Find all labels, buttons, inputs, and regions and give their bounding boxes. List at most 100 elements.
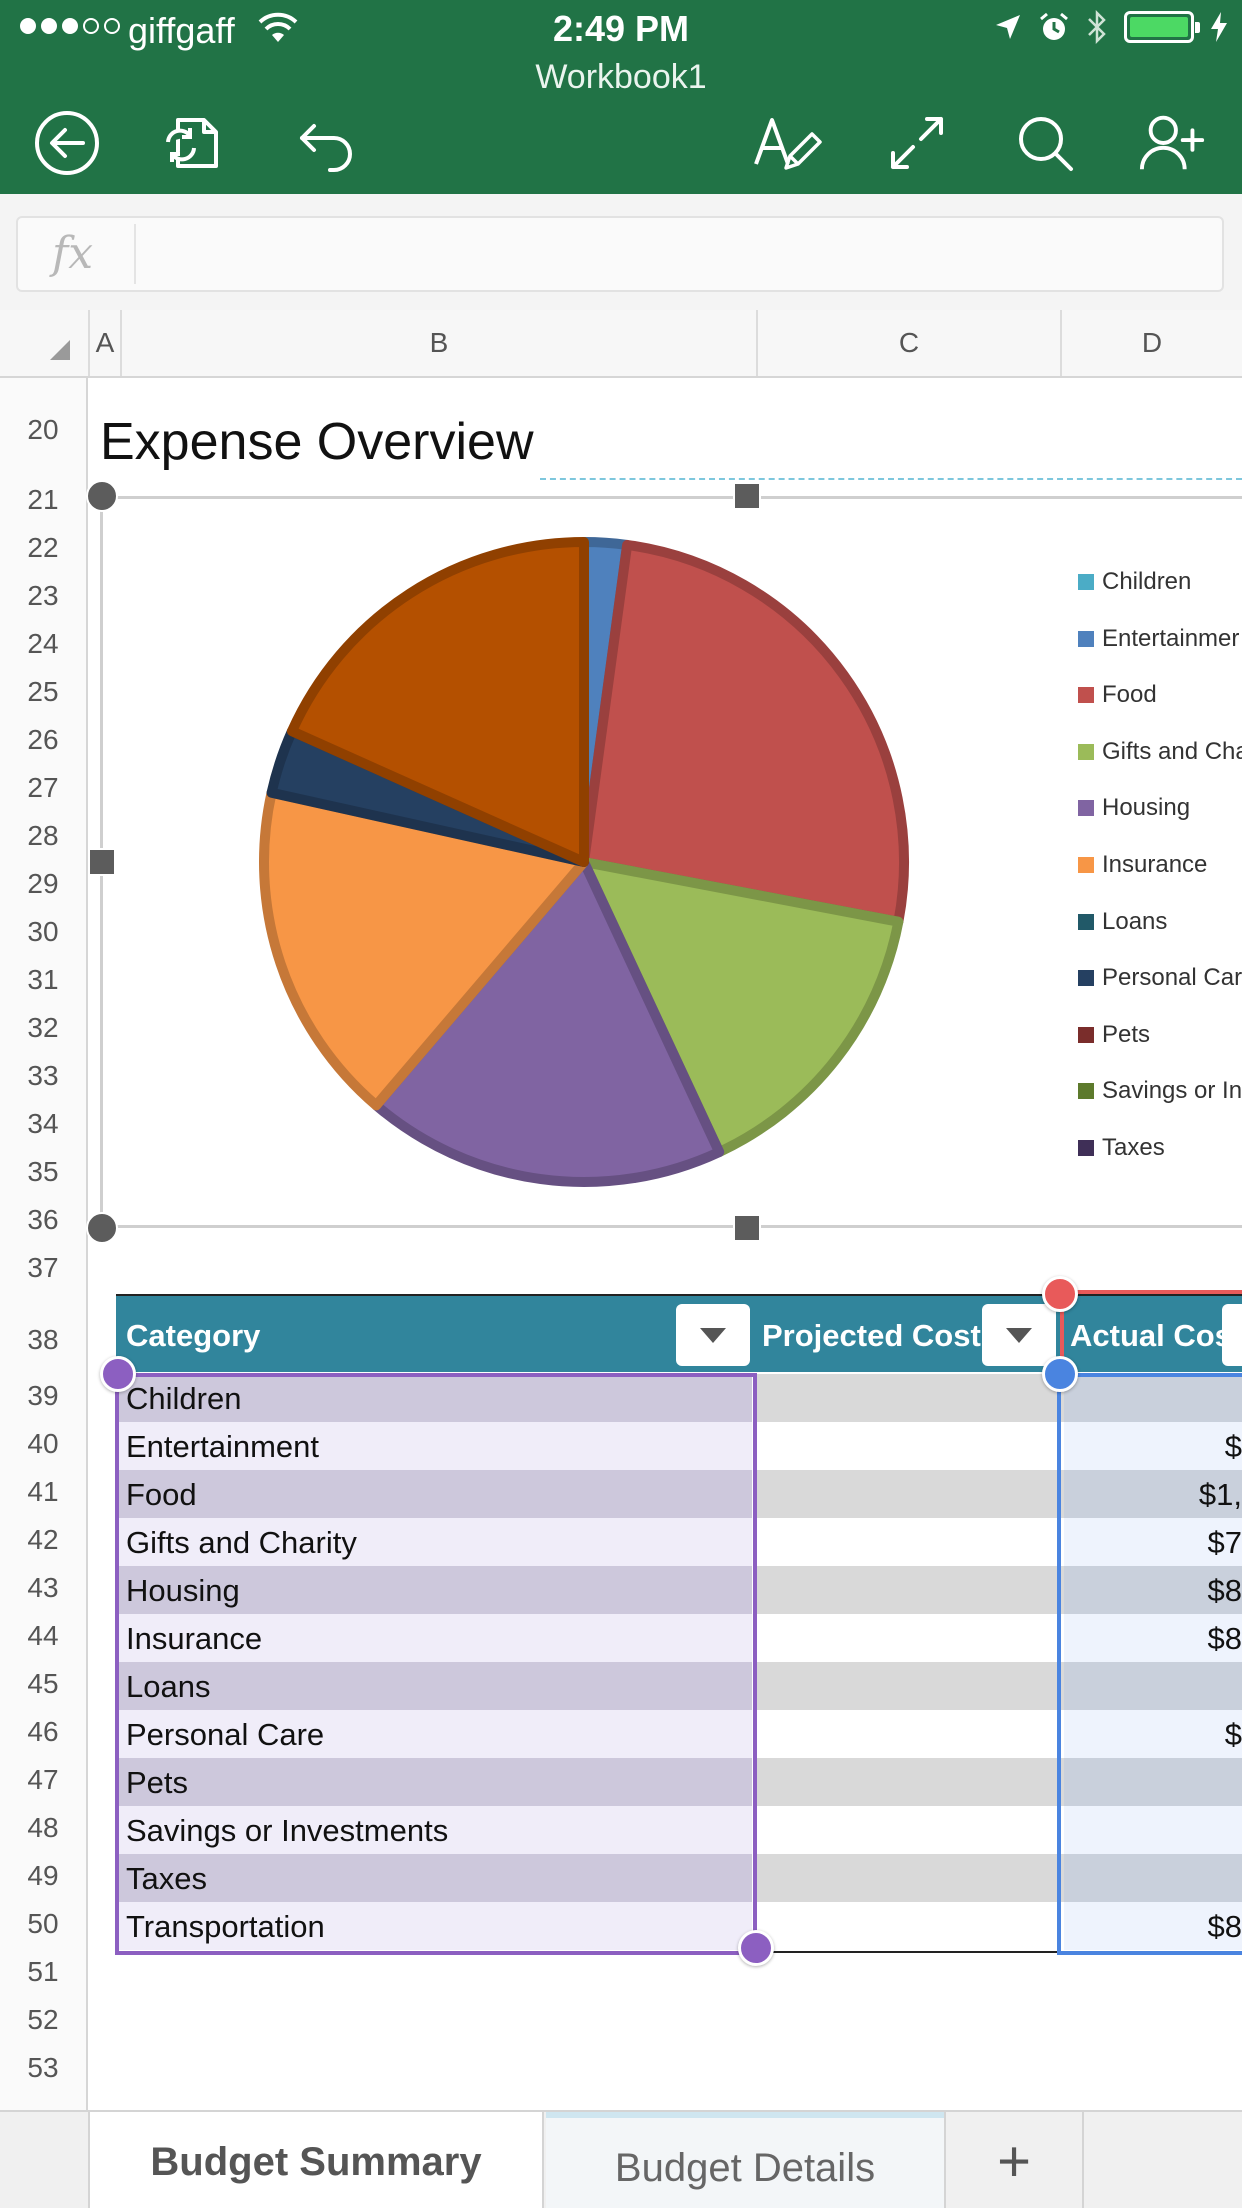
chart-resize-handle[interactable] — [733, 1214, 761, 1242]
cell-actual-cost[interactable]: $8 — [1064, 1566, 1242, 1614]
filter-dropdown-actual[interactable] — [1222, 1304, 1242, 1366]
table-row: Taxes$0 — [116, 1854, 1242, 1902]
row-number[interactable]: 27 — [27, 772, 59, 803]
cell-category[interactable]: Entertainment — [116, 1422, 752, 1470]
column-header: A B C D — [0, 310, 1242, 378]
cell-category[interactable]: Transportation — [116, 1902, 752, 1950]
format-button[interactable] — [752, 108, 822, 178]
back-button[interactable] — [32, 108, 102, 178]
row-number[interactable]: 43 — [27, 1572, 59, 1603]
row-number[interactable]: 24 — [27, 628, 59, 659]
row-number[interactable]: 35 — [27, 1156, 59, 1187]
row-number[interactable]: 44 — [27, 1620, 59, 1651]
undo-button[interactable] — [292, 108, 362, 178]
cell-category[interactable]: Gifts and Charity — [116, 1518, 752, 1566]
tab-budget-details[interactable]: Budget Details — [546, 2112, 944, 2208]
row-number[interactable]: 47 — [27, 1764, 59, 1795]
formula-bar[interactable]: fx — [16, 216, 1224, 292]
filter-dropdown-projected[interactable] — [982, 1304, 1056, 1366]
selection-handle-purple-bottom[interactable] — [738, 1930, 774, 1966]
row-number[interactable]: 39 — [27, 1380, 59, 1411]
row-number[interactable]: 33 — [27, 1060, 59, 1091]
row-number[interactable]: 41 — [27, 1476, 59, 1507]
fullscreen-button[interactable] — [882, 108, 952, 178]
alarm-icon — [1040, 12, 1068, 40]
cell-actual-cost[interactable]: $ — [1064, 1422, 1242, 1470]
pie-slice-insurance — [259, 787, 589, 1111]
legend-label: Entertainmer — [1102, 624, 1240, 652]
legend-label: Taxes — [1102, 1134, 1165, 1161]
row-number[interactable]: 46 — [27, 1716, 59, 1747]
cell-category[interactable]: Food — [116, 1470, 752, 1518]
cell-category[interactable]: Pets — [116, 1758, 752, 1806]
cell-actual-cost[interactable] — [1064, 1854, 1242, 1902]
row-number[interactable]: 28 — [27, 820, 59, 851]
chart-resize-handle[interactable] — [733, 482, 761, 510]
selection-handle-blue[interactable] — [1042, 1356, 1078, 1392]
row-number[interactable]: 52 — [27, 2004, 59, 2035]
cell-actual-cost[interactable] — [1064, 1374, 1242, 1422]
legend-label: Food — [1102, 681, 1157, 709]
cell-actual-cost[interactable] — [1064, 1662, 1242, 1710]
share-button[interactable] — [1138, 108, 1208, 178]
column-header-c[interactable]: C — [756, 310, 1060, 376]
charging-bolt-icon — [1211, 12, 1227, 42]
cell-category[interactable]: Children — [116, 1374, 752, 1422]
row-number[interactable]: 21 — [27, 484, 59, 515]
row-number[interactable]: 22 — [27, 532, 59, 563]
cell-actual-cost[interactable]: $7 — [1064, 1518, 1242, 1566]
cell-actual-cost[interactable] — [1064, 1758, 1242, 1806]
row-number[interactable]: 31 — [27, 964, 59, 995]
legend-swatch — [1078, 743, 1094, 760]
row-number[interactable]: 48 — [27, 1812, 59, 1843]
chart-resize-handle[interactable] — [88, 848, 116, 876]
row-number[interactable]: 50 — [27, 1908, 59, 1939]
column-header-b[interactable]: B — [120, 310, 756, 376]
row-number[interactable]: 20 — [27, 414, 59, 445]
chart-resize-handle[interactable] — [86, 1212, 118, 1244]
cell-actual-cost[interactable] — [1064, 1806, 1242, 1854]
select-all-corner[interactable] — [50, 340, 70, 360]
chart-resize-handle[interactable] — [86, 480, 118, 512]
cell-actual-cost[interactable]: $8 — [1064, 1614, 1242, 1662]
cell-actual-cost[interactable]: $1, — [1064, 1470, 1242, 1518]
file-sync-button[interactable] — [160, 108, 230, 178]
column-header-a[interactable]: A — [88, 310, 120, 376]
cell-category[interactable]: Insurance — [116, 1614, 752, 1662]
row-number[interactable]: 45 — [27, 1668, 59, 1699]
tab-budget-summary[interactable]: Budget Summary — [88, 2112, 544, 2208]
filter-dropdown-category[interactable] — [676, 1304, 750, 1366]
selection-handle-purple-top[interactable] — [100, 1356, 136, 1392]
cell-actual-cost[interactable]: $ — [1064, 1710, 1242, 1758]
legend-item: Insurance — [1078, 845, 1207, 885]
selection-handle-red[interactable] — [1042, 1276, 1078, 1312]
row-number[interactable]: 53 — [27, 2052, 59, 2083]
row-number[interactable]: 37 — [27, 1252, 59, 1283]
row-number[interactable]: 25 — [27, 676, 59, 707]
add-sheet-button[interactable]: + — [997, 2129, 1031, 2194]
cell-category[interactable]: Loans — [116, 1662, 752, 1710]
back-arrow-icon — [35, 111, 99, 175]
pie-slice-gifts-and-charity — [579, 857, 904, 1158]
search-button[interactable] — [1010, 108, 1080, 178]
cell-category[interactable]: Savings or Investments — [116, 1806, 752, 1854]
row-number[interactable]: 40 — [27, 1428, 59, 1459]
row-number[interactable]: 23 — [27, 580, 59, 611]
row-number[interactable]: 29 — [27, 868, 59, 899]
row-number[interactable]: 32 — [27, 1012, 59, 1043]
column-header-d[interactable]: D — [1060, 310, 1242, 376]
row-number[interactable]: 38 — [27, 1324, 59, 1355]
row-number[interactable]: 42 — [27, 1524, 59, 1555]
row-number[interactable]: 34 — [27, 1108, 59, 1139]
row-number[interactable]: 36 — [27, 1204, 59, 1235]
row-number[interactable]: 51 — [27, 1956, 59, 1987]
pie-chart[interactable] — [234, 512, 934, 1212]
cell-category[interactable]: Housing — [116, 1566, 752, 1614]
cell-category[interactable]: Personal Care — [116, 1710, 752, 1758]
table-row: Personal Care$150$ — [116, 1710, 1242, 1758]
row-number[interactable]: 49 — [27, 1860, 59, 1891]
row-number[interactable]: 26 — [27, 724, 59, 755]
cell-actual-cost[interactable]: $8 — [1064, 1902, 1242, 1950]
cell-category[interactable]: Taxes — [116, 1854, 752, 1902]
row-number[interactable]: 30 — [27, 916, 59, 947]
